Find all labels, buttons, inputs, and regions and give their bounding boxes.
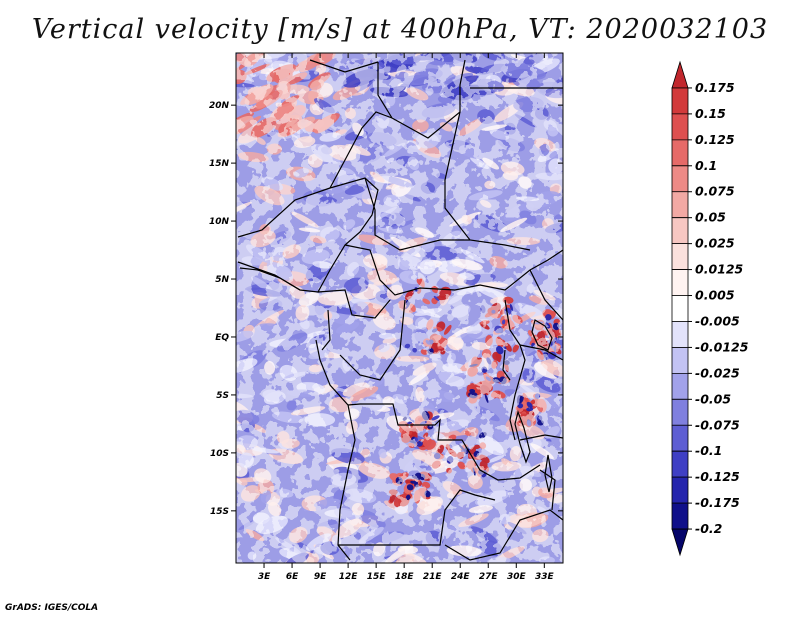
angola-coast [337, 404, 356, 561]
angola-drc-border [347, 403, 541, 481]
velocity-field-texture [236, 53, 563, 563]
x-tick-label: 21E [423, 572, 443, 582]
y-tick-label: 10N [209, 217, 230, 227]
zambia-zimbabwe-border [444, 509, 563, 561]
x-tick-label: 6E [286, 572, 299, 582]
colorbar-label: -0.005 [695, 313, 740, 328]
colorbar-segment [671, 217, 689, 245]
y-tick-label: 10S [210, 449, 229, 459]
uganda-tanzania-border [519, 344, 563, 361]
colorbar-segment [671, 424, 689, 452]
colorbar-label: -0.175 [695, 495, 740, 510]
angola-namibia-zambia-border [338, 489, 496, 546]
grads-credit: GrADS: IGES/COLA [5, 603, 99, 613]
cameroon-congo-border [317, 289, 391, 319]
colorbar-segment [671, 191, 689, 219]
rift-valley-border [504, 299, 526, 441]
x-tick-label: 33E [535, 572, 555, 582]
algeria-libya-border [309, 59, 379, 73]
x-tick-label: 30E [507, 572, 527, 582]
chad-car-border [364, 177, 470, 251]
y-tick-label: 5S [216, 391, 229, 401]
colorbar-label: 0.025 [695, 236, 735, 251]
colorbar-segment [671, 165, 689, 193]
colorbar-label: 0.05 [695, 210, 726, 225]
lake-malawi [544, 454, 553, 493]
colorbar-label: 0.0125 [695, 262, 744, 277]
colorbar-label: 0.1 [695, 158, 717, 173]
x-tick-label: 18E [395, 572, 415, 582]
libya-chad-border [377, 62, 393, 119]
colorbar-segment [671, 60, 689, 89]
x-tick-label: 3E [258, 572, 271, 582]
colorbar-segment [671, 269, 689, 296]
east-africa-border [529, 269, 563, 321]
colorbar-segment [671, 372, 689, 400]
colorbar-segment [671, 398, 689, 426]
y-tick-label: 5N [215, 275, 229, 285]
colorbar-label: -0.025 [695, 365, 740, 380]
colorbar-label: -0.05 [695, 391, 731, 406]
chad-sudan-border [444, 111, 531, 251]
congo-drc-border [339, 299, 406, 381]
colorbar-label: 0.005 [695, 288, 735, 303]
lake-victoria [531, 319, 553, 351]
colorbar-label: -0.125 [695, 469, 740, 484]
lake-outline [502, 349, 511, 381]
x-tick-label: 9E [314, 572, 327, 582]
colorbar-segment [671, 87, 689, 115]
colorbar-segment [671, 113, 689, 141]
colorbar-segment [671, 450, 689, 478]
y-axis: 20N 15N 10N 5N EQ 5S 10S 15S [209, 101, 563, 517]
y-tick-label: 15S [210, 507, 229, 517]
x-axis: 3E 6E 9E 12E 15E 18E 21E 24E 27E 30E 33E [258, 53, 555, 582]
colorbar-segment [671, 243, 689, 270]
map-plot-area [236, 53, 563, 563]
country-borders [237, 59, 563, 561]
colorbar-label: 0.15 [695, 106, 726, 121]
y-tick-label: 20N [209, 101, 230, 111]
colorbar-segment [671, 528, 689, 557]
colorbar-segment [671, 347, 689, 374]
y-tick-label: 15N [209, 159, 230, 169]
colorbar-segment [671, 295, 689, 322]
tanzania-mozambique-border [519, 434, 563, 441]
colorbar-label: -0.2 [695, 521, 722, 536]
colorbar-label: -0.1 [695, 443, 722, 458]
x-tick-label: 27E [479, 572, 499, 582]
x-tick-label: 24E [451, 572, 471, 582]
colorbar: 0.175 0.15 0.125 0.1 0.075 0.05 0.025 0.0125 0.0… [671, 60, 749, 557]
colorbar-segment [671, 476, 689, 504]
colorbar-label: 0.175 [695, 80, 735, 95]
car-drc-border [344, 244, 563, 296]
plot-frame [235, 52, 564, 564]
gabon-border [321, 309, 331, 351]
colorbar-segment [671, 139, 689, 167]
lake-tanganyika [514, 409, 531, 464]
colorbar-label: 0.075 [695, 184, 735, 199]
y-tick-label: EQ [215, 333, 229, 343]
colorbar-label: -0.0125 [695, 339, 749, 354]
colorbar-label: -0.075 [695, 417, 740, 432]
colorbar-segment [671, 321, 689, 348]
x-tick-label: 15E [367, 572, 387, 582]
central-coast [315, 339, 349, 406]
chart-title: Vertical velocity [m/s] at 400hPa, VT: 2… [31, 14, 769, 45]
colorbar-segment [671, 502, 689, 530]
colorbar-label: 0.125 [695, 132, 735, 147]
guinea-coast [237, 261, 301, 291]
x-tick-label: 12E [339, 572, 359, 582]
